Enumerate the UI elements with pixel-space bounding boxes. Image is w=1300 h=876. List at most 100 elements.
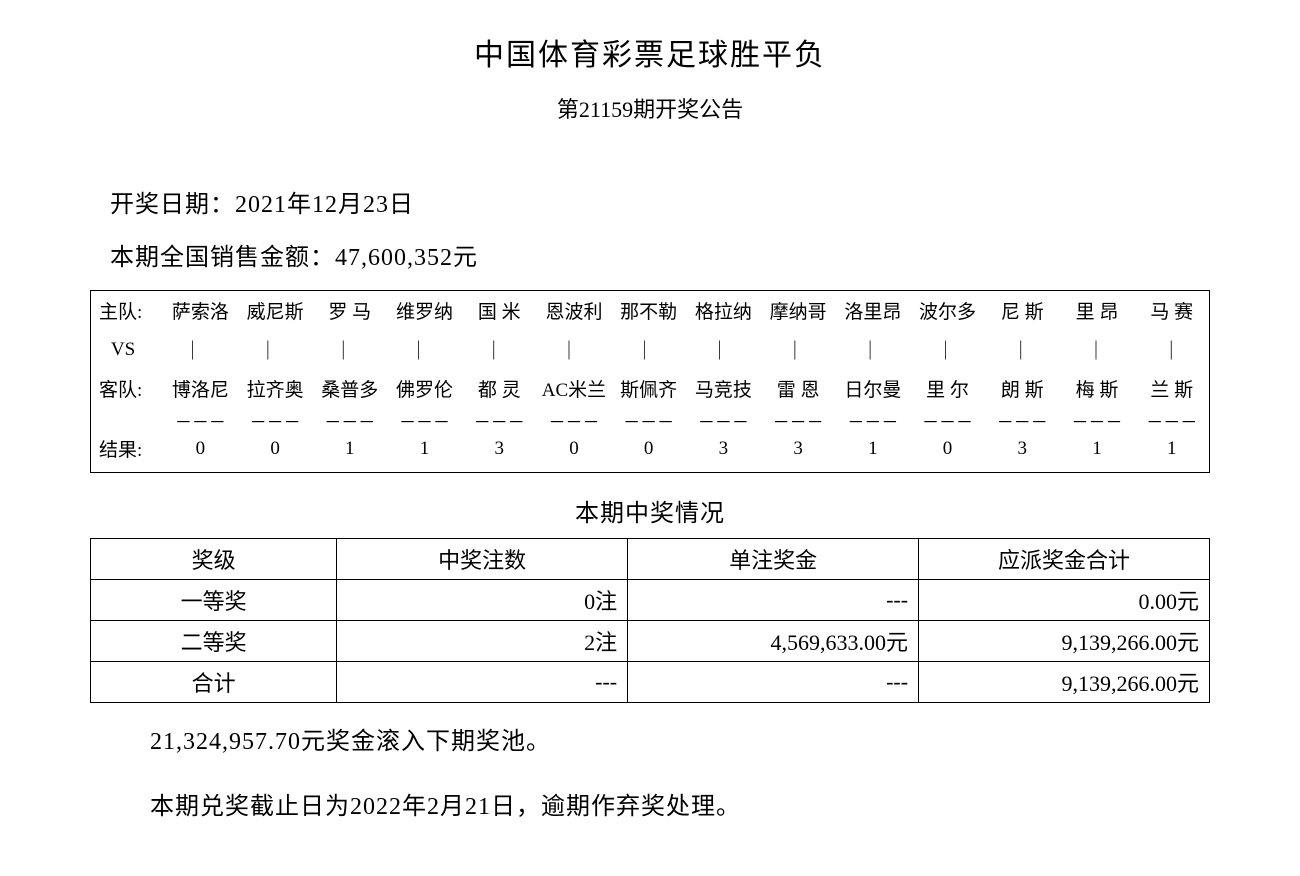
dash-mark: －－－ xyxy=(462,408,537,433)
dash-mark: －－－ xyxy=(312,408,387,433)
vs-mark: ｜ xyxy=(155,330,230,369)
prize-total: 9,139,266.00元 xyxy=(919,621,1210,662)
dash-mark: －－－ xyxy=(163,408,238,433)
home-team: 洛里昂 xyxy=(835,291,910,330)
prize-unit: --- xyxy=(628,662,919,703)
vs-mark: ｜ xyxy=(456,330,531,369)
vs-mark: ｜ xyxy=(1134,330,1209,369)
deadline-line: 本期兑奖截止日为2022年2月21日，逾期作弃奖处理。 xyxy=(150,786,1210,821)
result-value: 0 xyxy=(163,436,238,470)
prize-count: 0注 xyxy=(337,580,628,621)
dash-mark: －－－ xyxy=(761,408,836,433)
prize-count: 2注 xyxy=(337,621,628,662)
result-value: 3 xyxy=(761,436,836,470)
away-team: 桑普多 xyxy=(312,369,387,408)
home-team: 摩纳哥 xyxy=(761,291,836,330)
col-unit: 单注奖金 xyxy=(628,539,919,580)
vs-mark: ｜ xyxy=(531,330,606,369)
prize-level: 一等奖 xyxy=(91,580,337,621)
vs-label: VS xyxy=(91,333,155,367)
result-value: 1 xyxy=(1060,436,1135,470)
away-team: 兰 斯 xyxy=(1134,369,1209,408)
lottery-announcement: 中国体育彩票足球胜平负 第21159期开奖公告 开奖日期：2021年12月23日… xyxy=(0,0,1300,841)
prize-table: 奖级 中奖注数 单注奖金 应派奖金合计 一等奖0注---0.00元二等奖2注4,… xyxy=(90,538,1210,703)
prize-heading: 本期中奖情况 xyxy=(90,493,1210,528)
result-value: 3 xyxy=(462,436,537,470)
away-team: 梅 斯 xyxy=(1060,369,1135,408)
vs-mark: ｜ xyxy=(230,330,305,369)
away-team: 雷 恩 xyxy=(761,369,836,408)
vs-mark: ｜ xyxy=(983,330,1058,369)
vs-row: VS ｜｜｜｜｜｜｜｜｜｜｜｜｜｜ xyxy=(91,330,1209,369)
result-value: 1 xyxy=(835,436,910,470)
prize-unit: 4,569,633.00元 xyxy=(628,621,919,662)
home-team: 波尔多 xyxy=(910,291,985,330)
prize-count: --- xyxy=(337,662,628,703)
away-team: 斯佩齐 xyxy=(611,369,686,408)
result-value: 0 xyxy=(238,436,313,470)
dash-mark: －－－ xyxy=(537,408,612,433)
vs-mark: ｜ xyxy=(607,330,682,369)
away-team: 拉齐奥 xyxy=(238,369,313,408)
home-label: 主队: xyxy=(91,291,163,330)
away-team: AC米兰 xyxy=(537,369,612,408)
vs-mark: ｜ xyxy=(682,330,757,369)
away-team: 里 尔 xyxy=(910,369,985,408)
home-team: 尼 斯 xyxy=(985,291,1060,330)
dash-mark: －－－ xyxy=(238,408,313,433)
home-team: 格拉纳 xyxy=(686,291,761,330)
prize-unit: --- xyxy=(628,580,919,621)
away-row: 客队: 博洛尼拉齐奥桑普多佛罗伦都 灵AC米兰斯佩齐马竞技雷 恩日尔曼里 尔朗 … xyxy=(91,369,1209,408)
draw-date-line: 开奖日期：2021年12月23日 xyxy=(110,184,1210,219)
result-value: 0 xyxy=(611,436,686,470)
draw-date-label: 开奖日期： xyxy=(110,192,235,218)
vs-mark: ｜ xyxy=(1058,330,1133,369)
dash-mark: －－－ xyxy=(611,408,686,433)
dash-mark: －－－ xyxy=(1134,408,1209,433)
dash-mark: －－－ xyxy=(985,408,1060,433)
draw-date-value: 2021年12月23日 xyxy=(235,192,414,218)
col-level: 奖级 xyxy=(91,539,337,580)
prize-level: 二等奖 xyxy=(91,621,337,662)
away-label: 客队: xyxy=(91,369,163,408)
home-team: 恩波利 xyxy=(537,291,612,330)
dash-mark: －－－ xyxy=(910,408,985,433)
sales-label: 本期全国销售金额： xyxy=(110,245,335,271)
prize-total: 0.00元 xyxy=(919,580,1210,621)
page-title: 中国体育彩票足球胜平负 xyxy=(90,30,1210,74)
result-value: 0 xyxy=(910,436,985,470)
dash-row: －－－－－－－－－－－－－－－－－－－－－－－－－－－－－－－－－－－－－－－－… xyxy=(91,408,1209,433)
prize-row: 合计------9,139,266.00元 xyxy=(91,662,1210,703)
home-team: 罗 马 xyxy=(312,291,387,330)
page-subtitle: 第21159期开奖公告 xyxy=(90,92,1210,124)
away-team: 马竞技 xyxy=(686,369,761,408)
home-team: 萨索洛 xyxy=(163,291,238,330)
col-total: 应派奖金合计 xyxy=(919,539,1210,580)
away-team: 日尔曼 xyxy=(835,369,910,408)
match-table: 主队: 萨索洛威尼斯罗 马维罗纳国 米恩波利那不勒格拉纳摩纳哥洛里昂波尔多尼 斯… xyxy=(90,290,1210,473)
home-team: 维罗纳 xyxy=(387,291,462,330)
result-value: 3 xyxy=(985,436,1060,470)
vs-mark: ｜ xyxy=(381,330,456,369)
away-team: 朗 斯 xyxy=(985,369,1060,408)
prize-header-row: 奖级 中奖注数 单注奖金 应派奖金合计 xyxy=(91,539,1210,580)
away-team: 佛罗伦 xyxy=(387,369,462,408)
vs-mark: ｜ xyxy=(306,330,381,369)
home-team: 威尼斯 xyxy=(238,291,313,330)
dash-mark: －－－ xyxy=(686,408,761,433)
home-team: 国 米 xyxy=(462,291,537,330)
prize-row: 一等奖0注---0.00元 xyxy=(91,580,1210,621)
prize-level: 合计 xyxy=(91,662,337,703)
home-row: 主队: 萨索洛威尼斯罗 马维罗纳国 米恩波利那不勒格拉纳摩纳哥洛里昂波尔多尼 斯… xyxy=(91,291,1209,330)
dash-mark: －－－ xyxy=(1060,408,1135,433)
dash-mark: －－－ xyxy=(387,408,462,433)
rollover-line: 21,324,957.70元奖金滚入下期奖池。 xyxy=(150,721,1210,756)
home-team: 里 昂 xyxy=(1060,291,1135,330)
prize-row: 二等奖2注4,569,633.00元9,139,266.00元 xyxy=(91,621,1210,662)
dash-mark: －－－ xyxy=(835,408,910,433)
vs-mark: ｜ xyxy=(757,330,832,369)
sales-line: 本期全国销售金额：47,600,352元 xyxy=(110,237,1210,272)
result-value: 3 xyxy=(686,436,761,470)
result-label: 结果: xyxy=(91,433,163,472)
prize-total: 9,139,266.00元 xyxy=(919,662,1210,703)
